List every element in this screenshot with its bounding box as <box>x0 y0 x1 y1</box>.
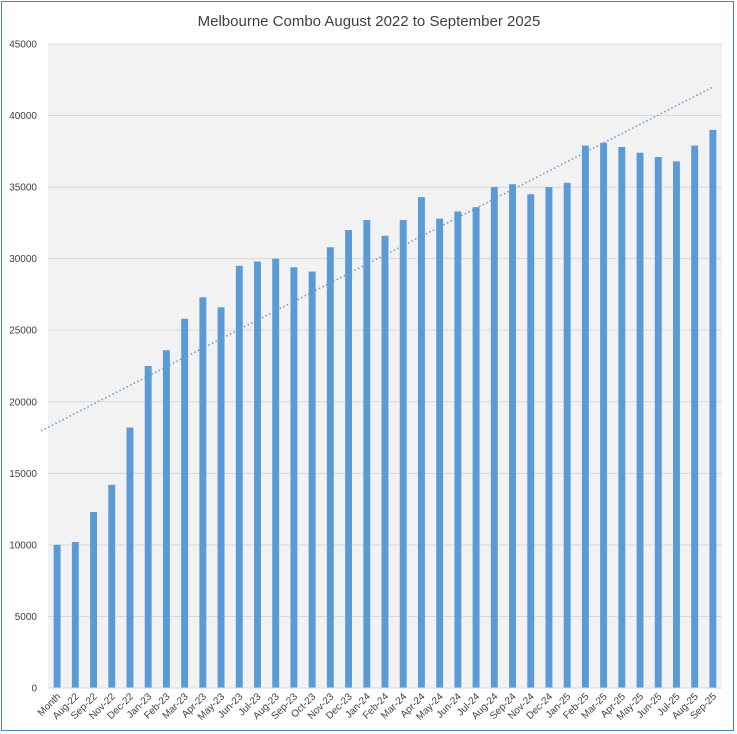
bars <box>53 129 717 689</box>
trendline <box>40 86 714 432</box>
bar <box>436 218 444 688</box>
y-tick-label: 35000 <box>9 183 37 194</box>
bar <box>691 145 699 688</box>
bar <box>472 207 480 688</box>
bar <box>363 220 371 688</box>
bar <box>600 142 608 688</box>
bar <box>454 211 462 688</box>
chart-title: Melbourne Combo August 2022 to September… <box>198 13 541 30</box>
bar <box>345 230 353 689</box>
bar <box>654 157 662 688</box>
y-tick-label: 25000 <box>9 326 37 337</box>
y-tick-labels: 0 5000 10000 15000 20000 25000 30000 35000 40000… <box>9 40 37 695</box>
bar <box>235 265 243 688</box>
bar <box>71 542 79 688</box>
y-tick-label: 40000 <box>9 111 37 122</box>
y-tick-label: 20000 <box>9 397 37 408</box>
bar <box>527 194 535 688</box>
bar <box>126 427 134 688</box>
bar <box>490 187 498 688</box>
bar <box>417 197 425 688</box>
bar <box>144 366 152 688</box>
bar <box>308 271 316 688</box>
y-tick-label: 30000 <box>9 254 37 265</box>
y-tick-label: 0 <box>31 684 37 695</box>
y-tick-label: 5000 <box>15 612 38 623</box>
bar <box>672 161 680 689</box>
bar <box>545 187 553 688</box>
bar <box>618 147 626 689</box>
bar <box>217 307 225 688</box>
bar <box>290 267 298 688</box>
bar <box>108 484 116 688</box>
bar <box>326 247 334 688</box>
bar <box>636 152 644 688</box>
bar <box>272 258 280 688</box>
bar <box>399 220 407 688</box>
bar <box>162 350 170 688</box>
bar <box>199 297 207 688</box>
bar <box>563 182 571 688</box>
bar <box>709 129 717 688</box>
bar <box>254 261 261 688</box>
bar <box>53 544 61 688</box>
bar <box>381 235 389 688</box>
bar <box>90 511 98 688</box>
bar <box>509 184 516 688</box>
y-tick-label: 45000 <box>9 40 37 51</box>
y-tick-label: 10000 <box>9 540 37 551</box>
bar <box>181 318 189 688</box>
bar <box>581 145 589 688</box>
y-tick-label: 15000 <box>9 469 37 480</box>
x-tick-labels: MonthAug-22Sep-22Nov-22Dec-22Jan-23Feb-2… <box>36 691 720 723</box>
